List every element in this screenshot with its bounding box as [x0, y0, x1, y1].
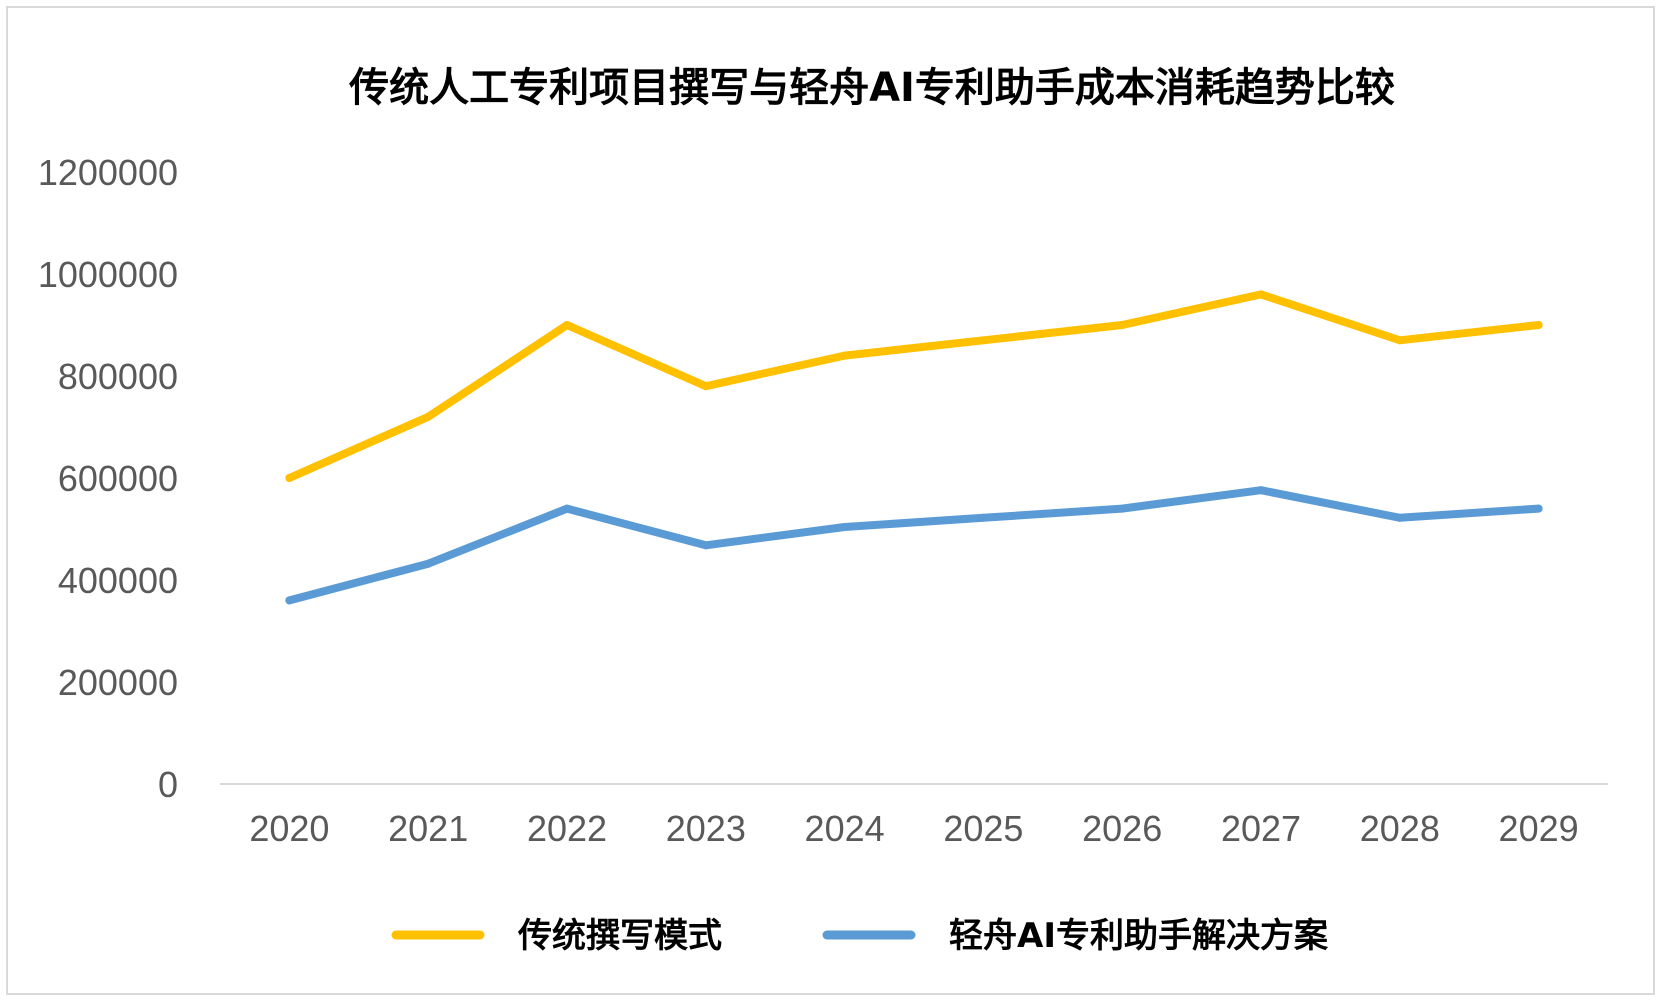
x-tick-label: 2025	[943, 808, 1023, 849]
data-point	[979, 336, 988, 345]
data-point	[563, 504, 571, 513]
data-point	[1395, 336, 1404, 345]
y-tick-label: 400000	[58, 560, 178, 601]
data-point	[424, 559, 433, 568]
y-tick-label: 600000	[58, 458, 178, 499]
data-point	[1534, 504, 1543, 513]
chart-title: 传统人工专利项目撰写与轻舟AI专利助手成本消耗趋势比较	[348, 65, 1395, 111]
series-lines	[285, 290, 1543, 605]
y-tick-label: 0	[158, 764, 178, 805]
data-point	[979, 513, 988, 522]
data-point	[1395, 513, 1404, 522]
chart-frame	[6, 6, 1655, 995]
x-axis-tick-labels: 2020 2021 2022 2023 2024 2025 2026 2027 2028 2029	[249, 808, 1578, 849]
legend-label: 传统撰写模式	[517, 916, 722, 956]
x-tick-label: 2020	[249, 808, 329, 849]
x-tick-label: 2023	[666, 808, 746, 849]
data-point	[285, 474, 294, 482]
y-axis-tick-labels: 0 200000 400000 600000 800000 1000000 1200000	[38, 152, 178, 805]
y-tick-label: 1000000	[38, 254, 178, 295]
data-point	[424, 412, 433, 421]
data-point	[1118, 321, 1127, 329]
x-tick-label: 2022	[527, 808, 607, 849]
data-point	[563, 321, 571, 329]
series-line-1	[285, 486, 1543, 605]
y-tick-label: 1200000	[38, 152, 178, 193]
data-point	[840, 351, 849, 360]
data-point	[701, 541, 710, 550]
data-point	[1534, 321, 1543, 329]
x-tick-label: 2021	[388, 808, 468, 849]
data-point	[840, 522, 849, 531]
data-point	[701, 382, 710, 391]
x-tick-label: 2026	[1082, 808, 1162, 849]
legend-label: 轻舟AI专利助手解决方案	[949, 916, 1329, 956]
y-tick-label: 800000	[58, 356, 178, 397]
data-point	[1257, 290, 1265, 299]
x-tick-label: 2024	[805, 808, 885, 849]
x-tick-label: 2028	[1360, 808, 1440, 849]
x-tick-label: 2029	[1499, 808, 1579, 849]
series-line-0	[285, 290, 1543, 482]
data-point	[1118, 504, 1127, 513]
data-point	[285, 596, 294, 605]
y-tick-label: 200000	[58, 662, 178, 703]
legend: 传统撰写模式 轻舟AI专利助手解决方案	[391, 916, 1329, 956]
data-point	[1257, 486, 1265, 495]
x-tick-label: 2027	[1221, 808, 1301, 849]
